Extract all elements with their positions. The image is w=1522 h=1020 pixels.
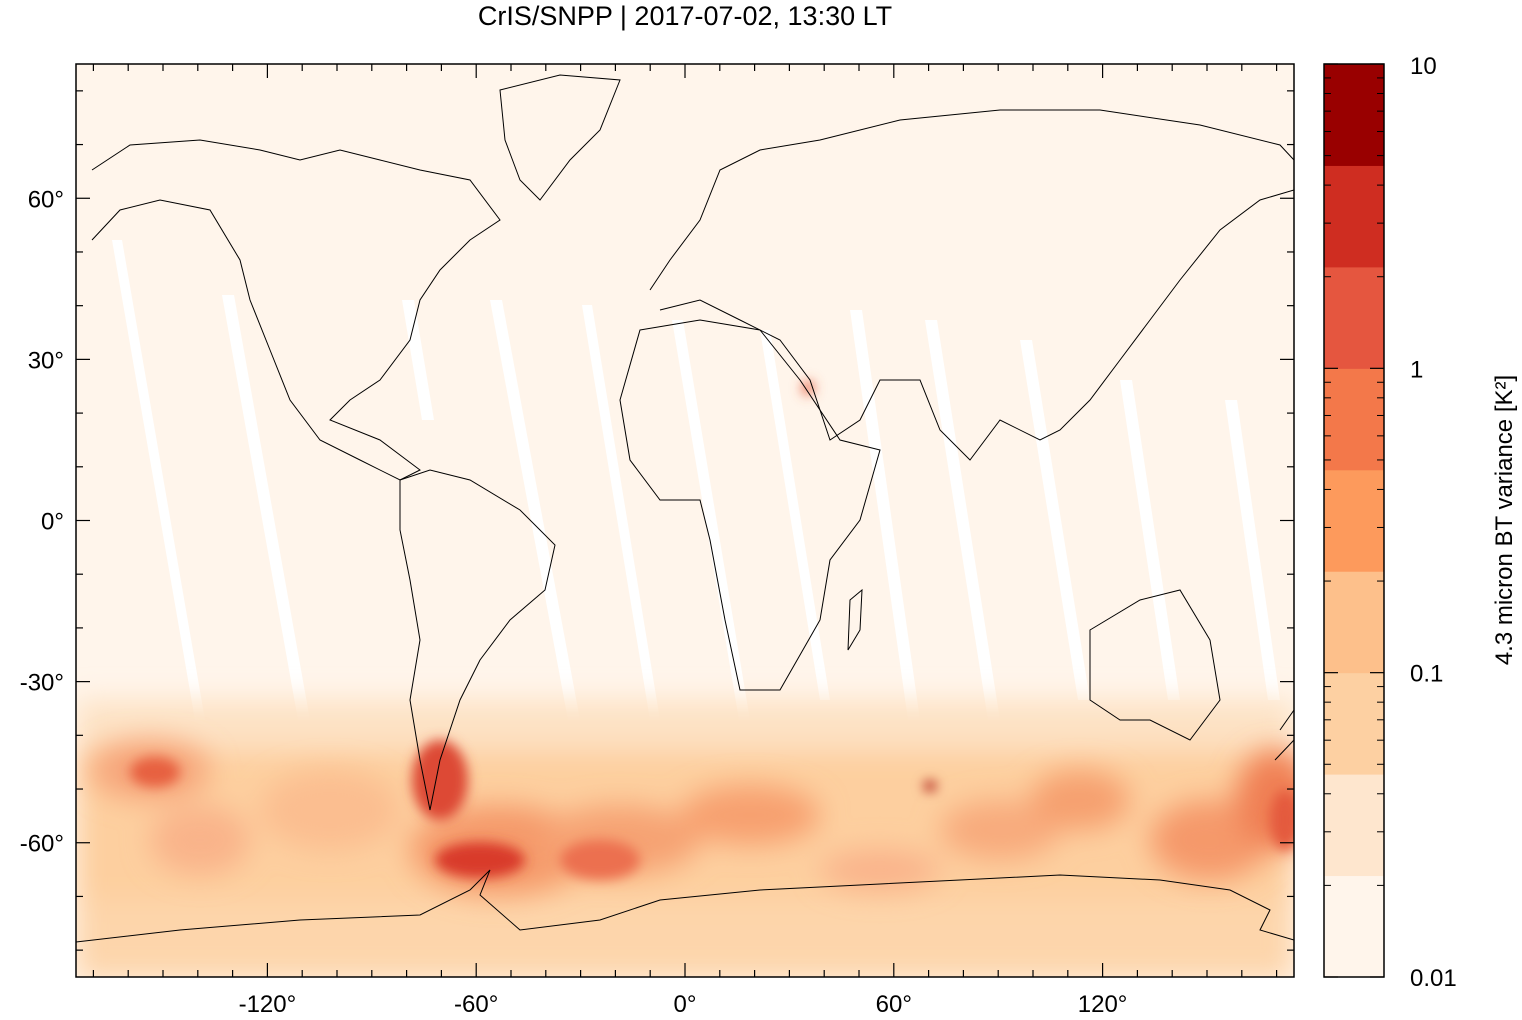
colorbar-segment (1324, 571, 1384, 674)
y-tick-label: -60° (20, 831, 64, 858)
variance-blob (820, 850, 940, 890)
variance-blob (940, 800, 1060, 860)
colorbar-segment (1324, 672, 1384, 775)
variance-blob (1030, 770, 1130, 830)
swath-gap (672, 320, 750, 720)
coastline-greenland (499, 74, 621, 201)
swath-gap (402, 300, 434, 420)
swath-gap (760, 330, 830, 700)
coastline-eurasia (649, 109, 1294, 461)
variance-hotspot (435, 842, 525, 878)
variance-blob (150, 805, 250, 875)
swath-gap (850, 310, 920, 720)
coastline-africa (619, 319, 881, 691)
colorbar-segment (1324, 875, 1384, 978)
coastline-antarctica (76, 869, 1294, 943)
colorbar-tick-label: 0.01 (1410, 965, 1457, 992)
variance-field-mid (90, 740, 1294, 895)
variance-blob (260, 770, 400, 850)
variance-blob (680, 785, 820, 845)
x-tick-label: -60° (454, 991, 498, 1018)
colorbar: 10 1 0.1 0.01 4.3 micron BT variance [K²] (1323, 53, 1518, 992)
variance-hotspot (924, 781, 936, 791)
coastlines (76, 74, 1294, 943)
swath-gap (925, 320, 1000, 720)
colorbar-tick-label: 0.1 (1410, 661, 1443, 688)
x-tick-label: 0° (674, 991, 697, 1018)
variance-hotspot (1270, 790, 1294, 850)
variance-field-high (130, 381, 1294, 880)
swath-gap (1120, 380, 1180, 700)
coastline-south-america (399, 469, 556, 811)
coastline-madagascar (847, 588, 863, 651)
x-tick-label: 60° (876, 991, 912, 1018)
colorbar-tick-label: 1 (1410, 356, 1423, 383)
colorbar-segment (1324, 469, 1384, 572)
x-tick-label: -120° (239, 991, 297, 1018)
coastline-australia (1089, 589, 1221, 741)
variance-hotspot (560, 840, 640, 880)
variance-hotspot (130, 757, 180, 787)
coastline-north-america (91, 139, 501, 481)
colorbar-segment (1324, 368, 1384, 471)
colorbar-segment (1324, 774, 1384, 877)
y-tick-label: 60° (28, 186, 64, 213)
swath-gap (490, 300, 580, 720)
map-area (76, 64, 1294, 977)
coastline-new-zealand (1274, 709, 1294, 761)
axis-ticks: -120° -60° 0° 60° 120° 60° 30° 0° -30° -60° (20, 64, 1294, 1018)
y-tick-label: -30° (20, 670, 64, 697)
colorbar-ticks: 10 1 0.1 0.01 (1324, 53, 1457, 992)
colorbar-segment (1324, 64, 1384, 166)
swath-gap (582, 305, 660, 720)
colorbar-segment (1324, 266, 1384, 369)
chart-title: CrIS/SNPP | 2017-07-02, 13:30 LT (477, 1, 893, 31)
swath-gap (1225, 400, 1280, 700)
colorbar-tick-label: 10 (1410, 53, 1437, 80)
y-tick-label: 30° (28, 347, 64, 374)
variance-hotspot (412, 740, 468, 820)
y-tick-label: 0° (41, 509, 64, 536)
swath-gap (222, 295, 310, 720)
colorbar-segments (1324, 64, 1384, 978)
swath-gap (112, 240, 205, 720)
swath-gaps (112, 240, 1280, 720)
colorbar-segment (1324, 165, 1384, 268)
x-tick-label: 120° (1078, 991, 1128, 1018)
colorbar-label: 4.3 micron BT variance [K²] (1491, 375, 1518, 665)
swath-gap (1020, 340, 1090, 700)
colorbar-frame (1323, 63, 1385, 978)
